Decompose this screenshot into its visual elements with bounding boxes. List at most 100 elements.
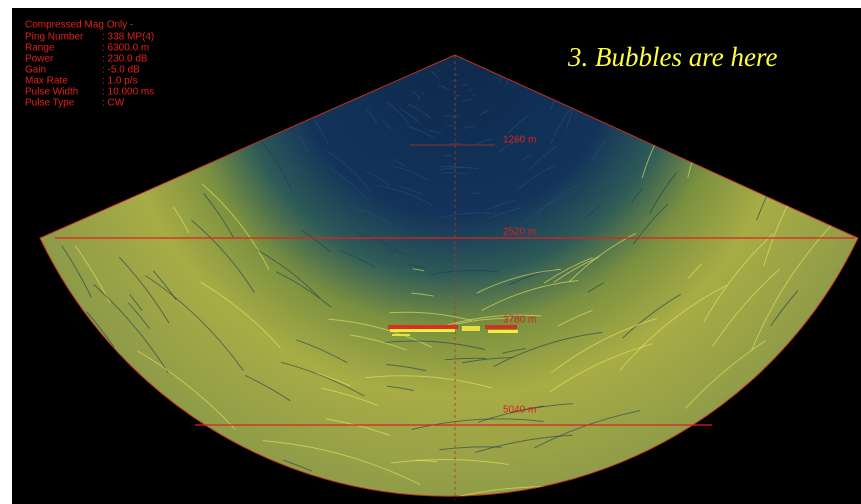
texture-arc <box>314 120 329 145</box>
field-label: Pulse Width <box>25 87 78 98</box>
texture-arc <box>619 284 727 372</box>
texture-arc <box>118 256 170 324</box>
texture-arc <box>411 90 421 100</box>
texture-arc <box>406 125 435 139</box>
texture-arc <box>74 245 111 304</box>
texture-arc <box>507 115 529 134</box>
texture-arc <box>479 110 489 116</box>
texture-arc <box>93 283 169 373</box>
texture-arc <box>399 108 421 124</box>
texture-arc <box>497 136 524 154</box>
field-value: : 1.0 p/s <box>102 76 138 87</box>
texture-arc <box>201 183 270 270</box>
sonar-fan <box>39 54 859 497</box>
texture-arc <box>191 219 255 293</box>
field-value: : -5.0 dB <box>102 65 140 76</box>
texture-arc <box>436 69 440 73</box>
texture-arc <box>461 83 468 87</box>
texture-arc <box>152 270 177 301</box>
texture-arc <box>320 387 379 407</box>
texture-arc <box>543 257 593 284</box>
texture-arc <box>631 187 644 203</box>
texture-arc <box>356 231 398 251</box>
range-label: 3780 m <box>503 315 536 326</box>
texture-arc <box>145 275 244 371</box>
field-value: : 230.0 dB <box>102 54 148 65</box>
texture-arc <box>377 185 433 206</box>
texture-arc <box>471 93 477 97</box>
texture-arc <box>438 212 497 219</box>
texture-arc <box>365 375 493 389</box>
field-label: Range <box>25 43 55 54</box>
texture-arc <box>412 268 424 272</box>
texture-arc <box>622 293 682 339</box>
texture-arc <box>516 165 556 191</box>
annotation: 3. Bubbles are here <box>567 42 777 72</box>
texture-arc <box>283 459 313 472</box>
texture-arc <box>441 172 466 175</box>
texture-arc <box>411 292 434 297</box>
texture-arc <box>443 154 452 157</box>
texture-arc <box>438 85 450 90</box>
texture-arc <box>488 207 523 220</box>
texture-arc <box>536 183 580 215</box>
texture-arc <box>300 229 331 253</box>
field-value: : CW <box>102 98 125 109</box>
texture-arc <box>430 269 499 276</box>
fan-texture <box>61 63 853 497</box>
texture-arc <box>502 348 527 354</box>
texture-arc <box>485 199 517 211</box>
texture-arc <box>594 178 609 195</box>
texture-arc <box>444 357 487 361</box>
texture-arc <box>244 374 291 402</box>
texture-arc <box>553 256 600 283</box>
info-panel: Ping Number: 338 MP(4) Range: 6300.0 m Pow… <box>25 32 154 109</box>
texture-arc <box>298 135 309 152</box>
field-label: Ping Number <box>25 32 84 43</box>
texture-arc <box>584 205 601 220</box>
texture-arc <box>481 280 579 312</box>
texture-arc <box>508 268 555 286</box>
texture-arc <box>712 268 781 347</box>
texture-arc <box>129 294 143 311</box>
texture-arc <box>387 385 414 391</box>
range-label: 5040 m <box>503 405 536 416</box>
texture-arc <box>454 73 460 76</box>
texture-arc <box>533 410 641 449</box>
field-label: Pulse Type <box>25 98 75 109</box>
texture-arc <box>364 107 378 125</box>
texture-arc <box>443 115 459 118</box>
texture-arc <box>462 125 476 130</box>
field-value: : 10.000 ms <box>102 87 154 98</box>
texture-arc <box>476 268 561 294</box>
texture-arc <box>703 233 774 323</box>
texture-arc <box>520 153 532 162</box>
texture-arc <box>587 282 604 293</box>
texture-arc <box>391 459 509 466</box>
texture-arc <box>381 120 392 130</box>
texture-arc <box>430 71 439 80</box>
texture-arc <box>339 249 376 269</box>
texture-arc <box>468 88 472 91</box>
texture-arc <box>428 129 442 135</box>
texture-arc <box>557 309 593 327</box>
texture-arc <box>350 334 407 351</box>
texture-arc <box>128 302 150 329</box>
field-label: Power <box>25 54 54 65</box>
texture-arc <box>387 249 414 258</box>
texture-arc <box>411 418 544 430</box>
texture-arc <box>438 166 479 171</box>
texture-arc <box>474 434 573 453</box>
texture-arc <box>420 91 425 95</box>
field-value: : 338 MP(4) <box>102 32 154 43</box>
texture-arc <box>520 190 576 226</box>
texture-arc <box>256 249 320 299</box>
texture-arc <box>261 141 293 191</box>
texture-arc <box>297 163 306 174</box>
texture-arc <box>262 440 421 486</box>
texture-arc <box>347 204 405 234</box>
field-label: Max Rate <box>25 76 68 87</box>
texture-arc <box>649 172 678 214</box>
texture-arc <box>591 140 606 162</box>
